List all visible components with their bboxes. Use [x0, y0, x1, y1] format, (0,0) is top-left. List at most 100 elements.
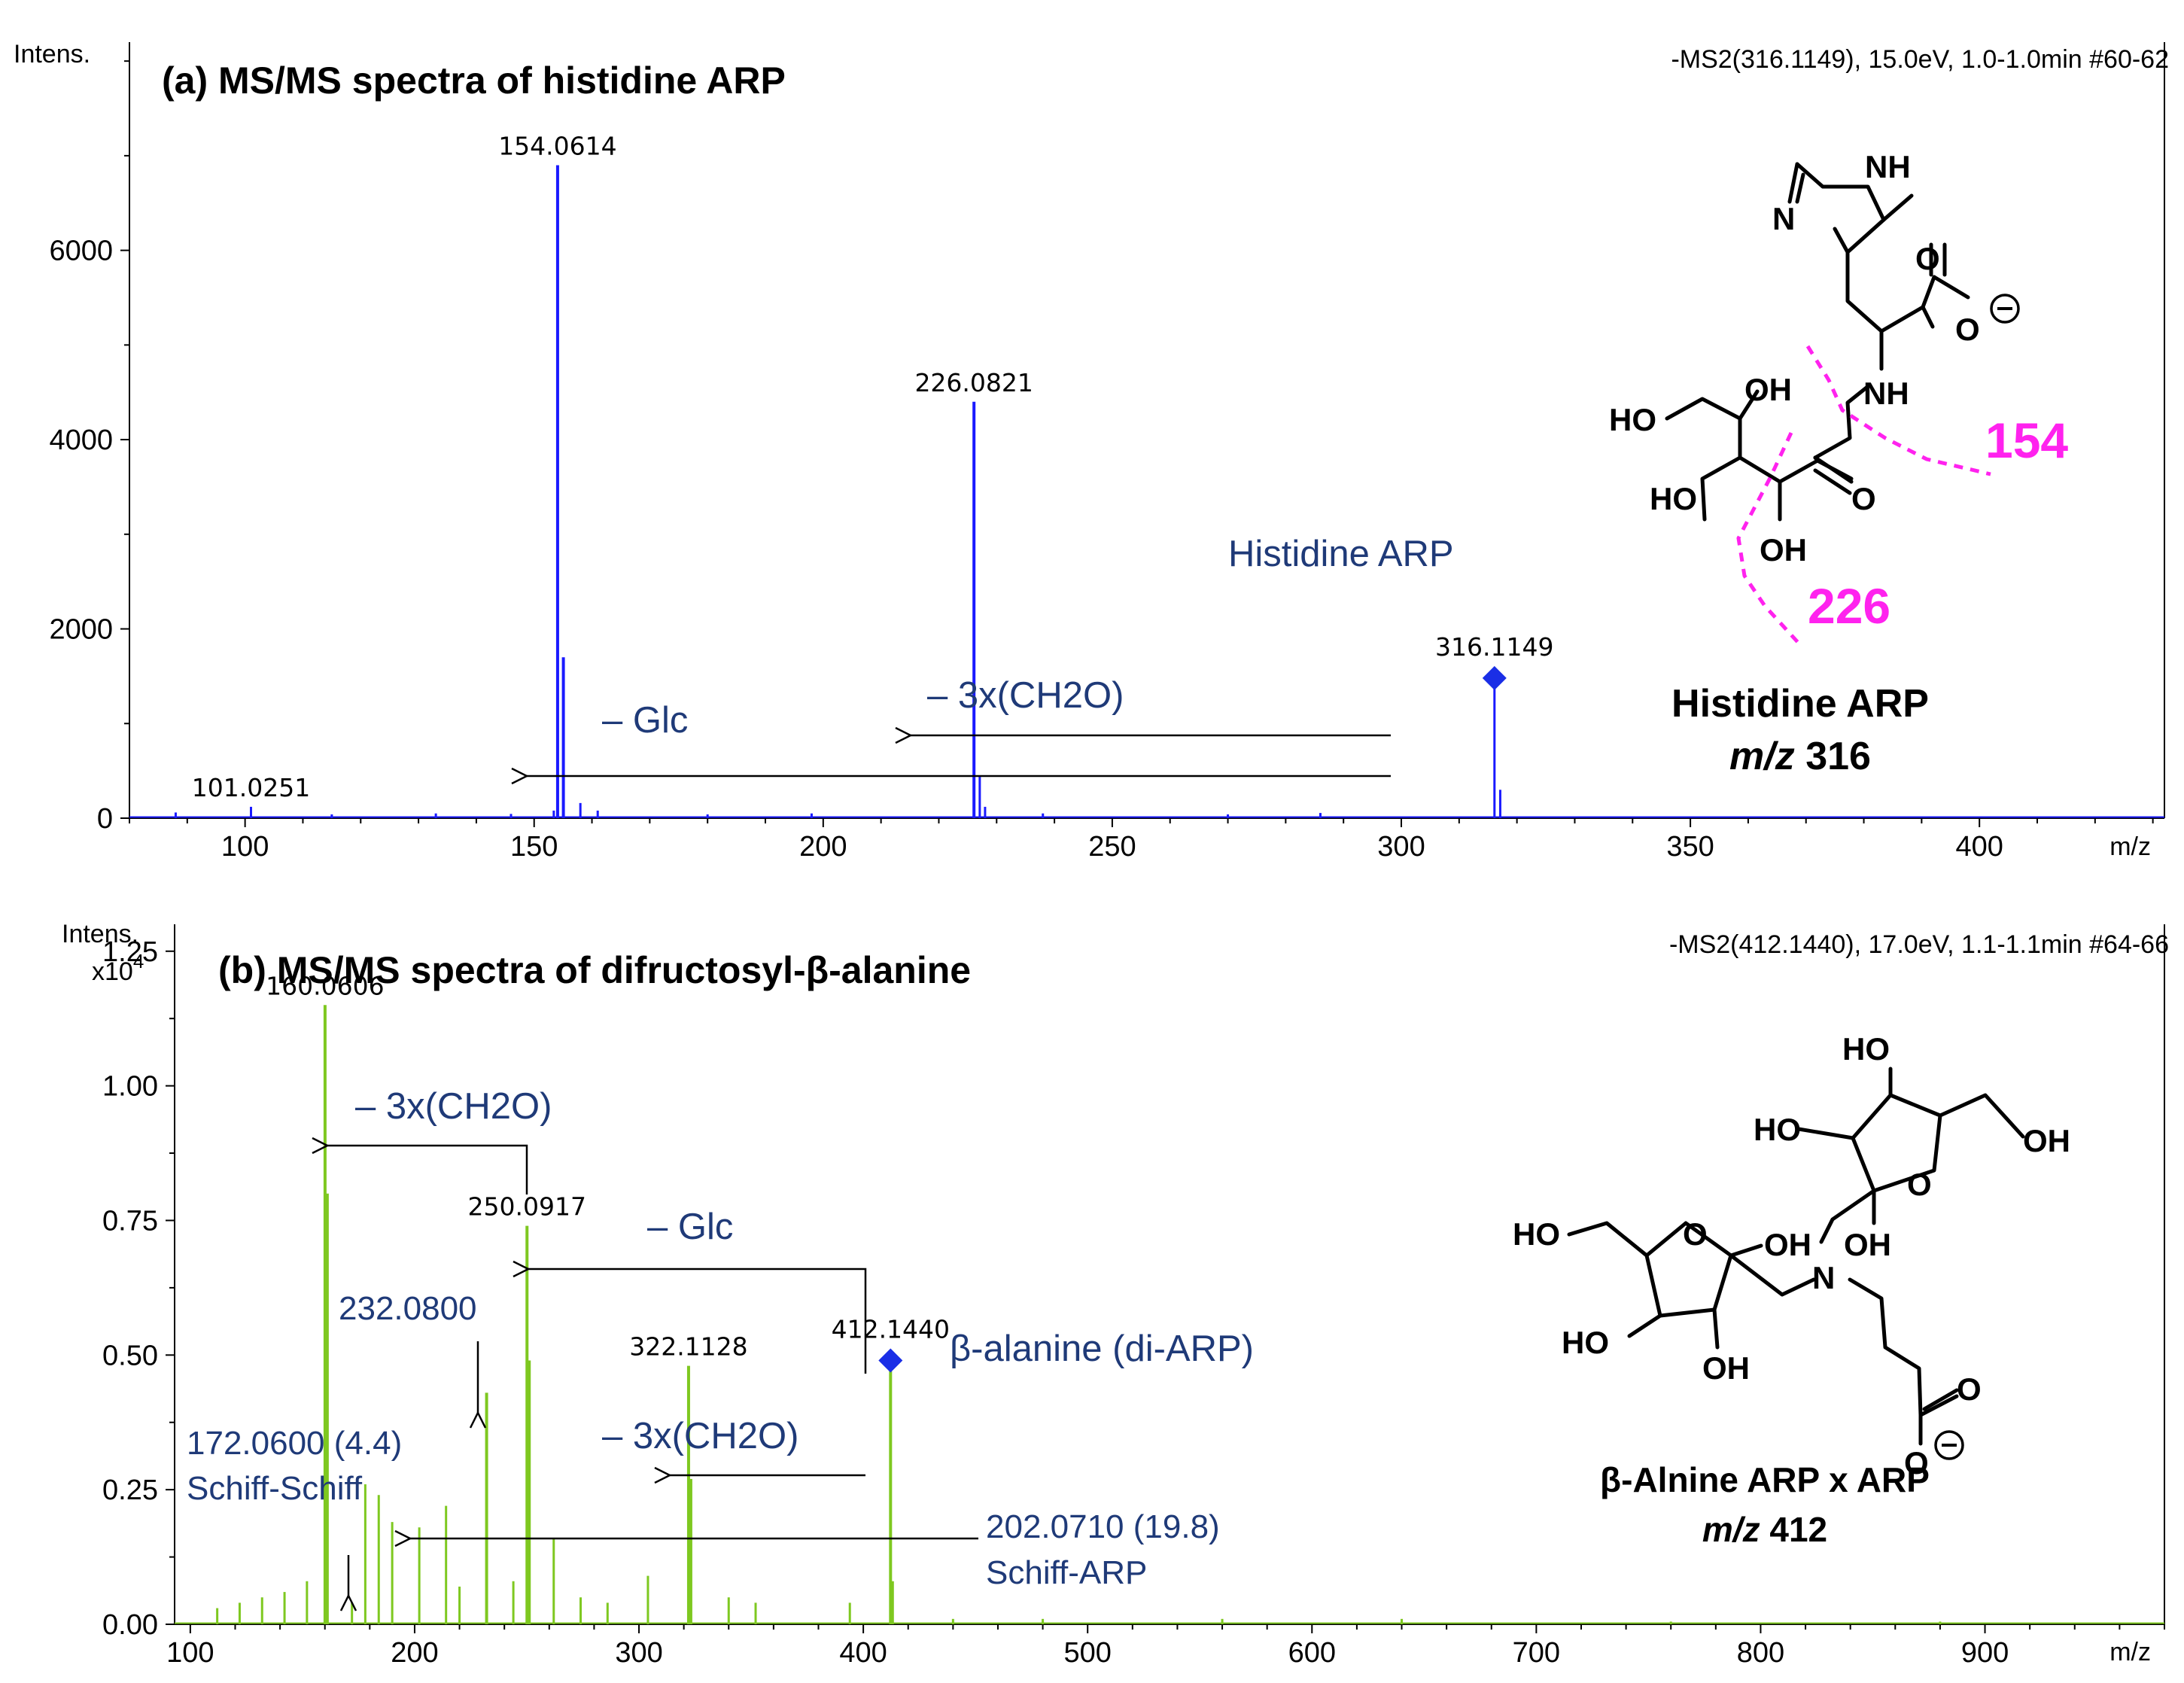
x-tick-label: 100: [221, 831, 269, 863]
panel-b-loss-glc: – Glc: [647, 1207, 733, 1247]
atom-label: O: [1915, 241, 1940, 276]
y-tick-label: 1.25: [102, 936, 158, 968]
panel-b-arrow-ch2o-top: [327, 1146, 528, 1195]
structure-b-mz: m/z 412: [1702, 1510, 1827, 1549]
minus-charge-icon: [1990, 294, 2020, 324]
peak-label: 250.0917: [468, 1192, 586, 1222]
x-tick-label: 900: [1961, 1637, 2009, 1669]
atom-label: OH: [2023, 1123, 2070, 1158]
x-tick-label: 300: [615, 1637, 662, 1669]
panel-b-loss-ch2o-top: – 3x(CH2O): [355, 1086, 552, 1127]
atom-label: OH: [1702, 1350, 1750, 1386]
atom-label: O: [1851, 481, 1876, 516]
atom-label: HO: [1562, 1325, 1609, 1360]
panel-b-title: (b) MS/MS spectra of difructosyl-β-alani…: [218, 949, 971, 991]
panel-b-schiff-schiff-value: 172.0600 (4.4): [187, 1425, 402, 1462]
panel-a-ylabel: Intens.: [14, 40, 90, 68]
peak-label: 160.0606: [266, 971, 384, 1000]
atom-label: HO: [1754, 1112, 1801, 1147]
panel-a-header: -MS2(316.1149), 15.0eV, 1.0-1.0min #60-6…: [1671, 45, 2169, 74]
x-tick-label: 200: [799, 831, 847, 863]
x-tick-label: 300: [1377, 831, 1425, 863]
panel-a-y-ticks: 0 2000 4000 6000: [49, 60, 129, 835]
atom-label: HO: [1513, 1216, 1560, 1252]
x-tick-label: 800: [1737, 1637, 1784, 1669]
panel-b-yscale: x104: [92, 950, 144, 986]
structure-a-mz: m/z 316: [1729, 735, 1871, 778]
panel-b-peak-labels: 160.0606 250.0917 322.1128 412.1440: [266, 971, 950, 1361]
difructosyl-alanine-atoms: HO HO OH O HO O OH N OH HO OH O O: [1513, 1031, 2070, 1481]
panel-b-spectrum: Intens. x104 -MS2(412.1440), 17.0eV, 1.1…: [62, 920, 2169, 1669]
histidine-arp-atoms: NH N O O NH HO OH HO O OH: [1609, 149, 1980, 568]
cut-line-154: [1805, 345, 1991, 476]
x-tick-label: 200: [391, 1637, 438, 1669]
y-tick-label: 0.75: [102, 1205, 158, 1237]
fragment-label-226: 226: [1808, 578, 1890, 634]
x-tick-label: 400: [1955, 831, 2003, 863]
panel-a-peaks: [129, 165, 2164, 818]
atom-label: OH: [1760, 532, 1807, 568]
atom-label: O: [1683, 1216, 1708, 1252]
panel-a-loss-glc: – Glc: [602, 700, 688, 741]
atom-label: O: [1957, 1371, 1982, 1407]
panel-b-header: -MS2(412.1440), 17.0eV, 1.1-1.1min #64-6…: [1669, 930, 2169, 959]
atom-label: OH: [1744, 372, 1792, 407]
atom-label: HO: [1842, 1031, 1890, 1067]
y-tick-label: 0.25: [102, 1475, 158, 1506]
atom-label: O: [1955, 312, 1980, 347]
panel-a-x-ticks: 100 150 200 250 300 350 400: [129, 818, 2154, 863]
atom-label: O: [1904, 1445, 1929, 1481]
x-tick-label: 250: [1088, 831, 1136, 863]
panel-b-peaks: [175, 1005, 2164, 1624]
panel-a-peak-labels: 101.0251 154.0614 226.0821 316.1149: [192, 131, 1554, 802]
panel-a-precursor-marker: [1482, 665, 1507, 690]
x-tick-label: 400: [839, 1637, 887, 1669]
panel-a-xlabel: m/z: [2109, 832, 2151, 861]
difructosyl-alanine-structure: [1567, 1067, 2025, 1446]
atom-label: N: [1772, 201, 1795, 236]
panel-b-y-ticks: 0.00 0.25 0.50 0.75 1.00 1.25: [102, 936, 175, 1641]
peak-label: 412.1440: [832, 1314, 950, 1344]
y-tick-label: 0.00: [102, 1609, 158, 1641]
peak-label: 322.1128: [629, 1332, 747, 1362]
panel-b-loss-ch2o-mid: – 3x(CH2O): [602, 1416, 798, 1456]
atom-label: O: [1907, 1167, 1932, 1202]
y-tick-label: 0: [97, 803, 113, 835]
panel-b-precursor-name: β-alanine (di-ARP): [950, 1328, 1254, 1369]
panel-a-precursor-name: Histidine ARP: [1228, 534, 1454, 574]
y-tick-label: 4000: [49, 425, 113, 456]
panel-b-schiff-arp-value: 202.0710 (19.8): [986, 1508, 1220, 1545]
peak-label: 101.0251: [192, 773, 310, 802]
structure-b-name: β-Alnine ARP x ARP: [1600, 1460, 1930, 1499]
panel-b-precursor-marker: [878, 1348, 903, 1373]
atom-label: NH: [1863, 376, 1909, 411]
panel-b-schiff-arp-name: Schiff-ARP: [986, 1554, 1147, 1591]
atom-label: N: [1812, 1260, 1835, 1295]
panel-b-schiff-schiff-name: Schiff-Schiff: [187, 1470, 363, 1507]
structure-a-name: Histidine ARP: [1671, 682, 1929, 726]
panel-b-arrow-glc: [528, 1269, 867, 1374]
x-tick-label: 600: [1288, 1637, 1336, 1669]
atom-label: OH: [1844, 1227, 1891, 1262]
fragment-label-154: 154: [1985, 412, 2068, 468]
atom-label: HO: [1609, 402, 1656, 437]
panel-a-loss-ch2o: – 3x(CH2O): [927, 675, 1124, 716]
panel-a-title: (a) MS/MS spectra of histidine ARP: [162, 59, 786, 102]
atom-label: HO: [1650, 481, 1697, 516]
y-tick-label: 2000: [49, 614, 113, 646]
cut-line-226: [1736, 431, 1804, 649]
x-tick-label: 700: [1513, 1637, 1560, 1669]
atom-label: NH: [1865, 149, 1911, 184]
x-tick-label: 100: [166, 1637, 214, 1669]
x-tick-label: 150: [510, 831, 558, 863]
x-tick-label: 350: [1666, 831, 1714, 863]
y-tick-label: 6000: [49, 236, 113, 267]
panel-a-spectrum: Intens. -MS2(316.1149), 15.0eV, 1.0-1.0m…: [14, 40, 2169, 863]
histidine-arp-structure: [1665, 162, 1970, 522]
atom-label: OH: [1764, 1227, 1811, 1262]
x-tick-label: 500: [1063, 1637, 1111, 1669]
minus-charge-icon: [1934, 1430, 1964, 1460]
panel-b-ylabel: Intens.: [62, 920, 138, 948]
y-tick-label: 1.00: [102, 1071, 158, 1103]
